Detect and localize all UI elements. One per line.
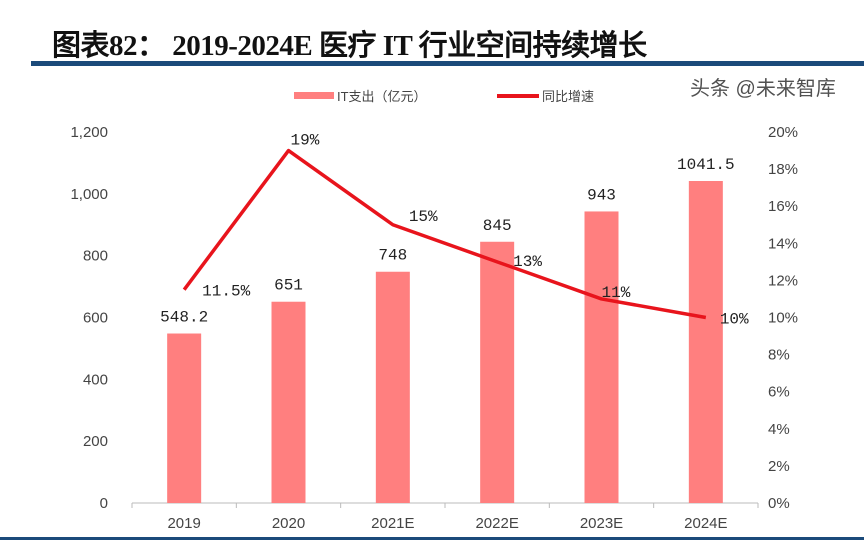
y-left-tick-label: 800 <box>83 248 108 265</box>
x-tick-label: 2024E <box>684 515 727 532</box>
y-right-tick-label: 14% <box>768 235 798 252</box>
line-data-label: 19% <box>291 132 320 150</box>
y-right-tick-label: 12% <box>768 272 798 289</box>
title-rule <box>31 61 864 66</box>
growth-line <box>182 148 707 320</box>
watermark: 头条 @未来智库 <box>690 78 836 100</box>
y-right-tick-label: 16% <box>768 198 798 215</box>
bar <box>688 181 723 503</box>
bar-data-label: 748 <box>378 247 407 265</box>
bar-data-label: 845 <box>483 217 512 235</box>
legend-swatch-bar <box>294 92 334 99</box>
x-tick-label: 2022E <box>475 515 518 532</box>
x-tick-label: 2019 <box>167 515 200 532</box>
y-left-tick-label: 200 <box>83 433 108 450</box>
y-right-tick-label: 10% <box>768 310 798 327</box>
bar <box>480 241 515 504</box>
y-left-tick-label: 1,000 <box>70 186 108 203</box>
y-right-tick-label: 2% <box>768 458 790 475</box>
legend-label-bar: IT支出（亿元） <box>337 89 427 104</box>
line-data-label: 13% <box>513 253 542 271</box>
y-right-tick-label: 20% <box>768 124 798 141</box>
y-left-tick-label: 0 <box>100 495 108 512</box>
bar-data-label: 943 <box>587 186 616 204</box>
y-right-tick-label: 18% <box>768 161 798 178</box>
legend-swatch-line <box>497 94 539 98</box>
y-right-tick-label: 0% <box>768 495 790 512</box>
y-right-tick-label: 4% <box>768 421 790 438</box>
line-data-label: 11% <box>602 284 631 302</box>
bar <box>584 211 619 504</box>
line-data-label: 11.5% <box>202 283 250 301</box>
line-data-label: 10% <box>720 311 749 329</box>
y-left-tick-label: 600 <box>83 310 108 327</box>
chart-title: 图表82： 2019-2024E 医疗 IT 行业空间持续增长 <box>52 30 647 62</box>
bar <box>271 301 306 503</box>
x-tick-label: 2020 <box>272 515 305 532</box>
bar-data-label: 651 <box>274 277 303 295</box>
bar <box>167 333 202 503</box>
bar-data-label: 1041.5 <box>677 156 735 174</box>
bar-data-label: 548.2 <box>160 309 208 327</box>
bar <box>375 271 410 503</box>
line-data-label: 15% <box>409 208 438 226</box>
x-tick-label: 2021E <box>371 515 414 532</box>
x-tick-label: 2023E <box>580 515 623 532</box>
y-left-tick-label: 400 <box>83 371 108 388</box>
y-left-tick-label: 1,200 <box>70 124 108 141</box>
y-right-tick-label: 6% <box>768 384 790 401</box>
bottom-rule <box>0 537 864 540</box>
legend-label-line: 同比增速 <box>542 89 594 104</box>
y-right-tick-label: 8% <box>768 347 790 364</box>
